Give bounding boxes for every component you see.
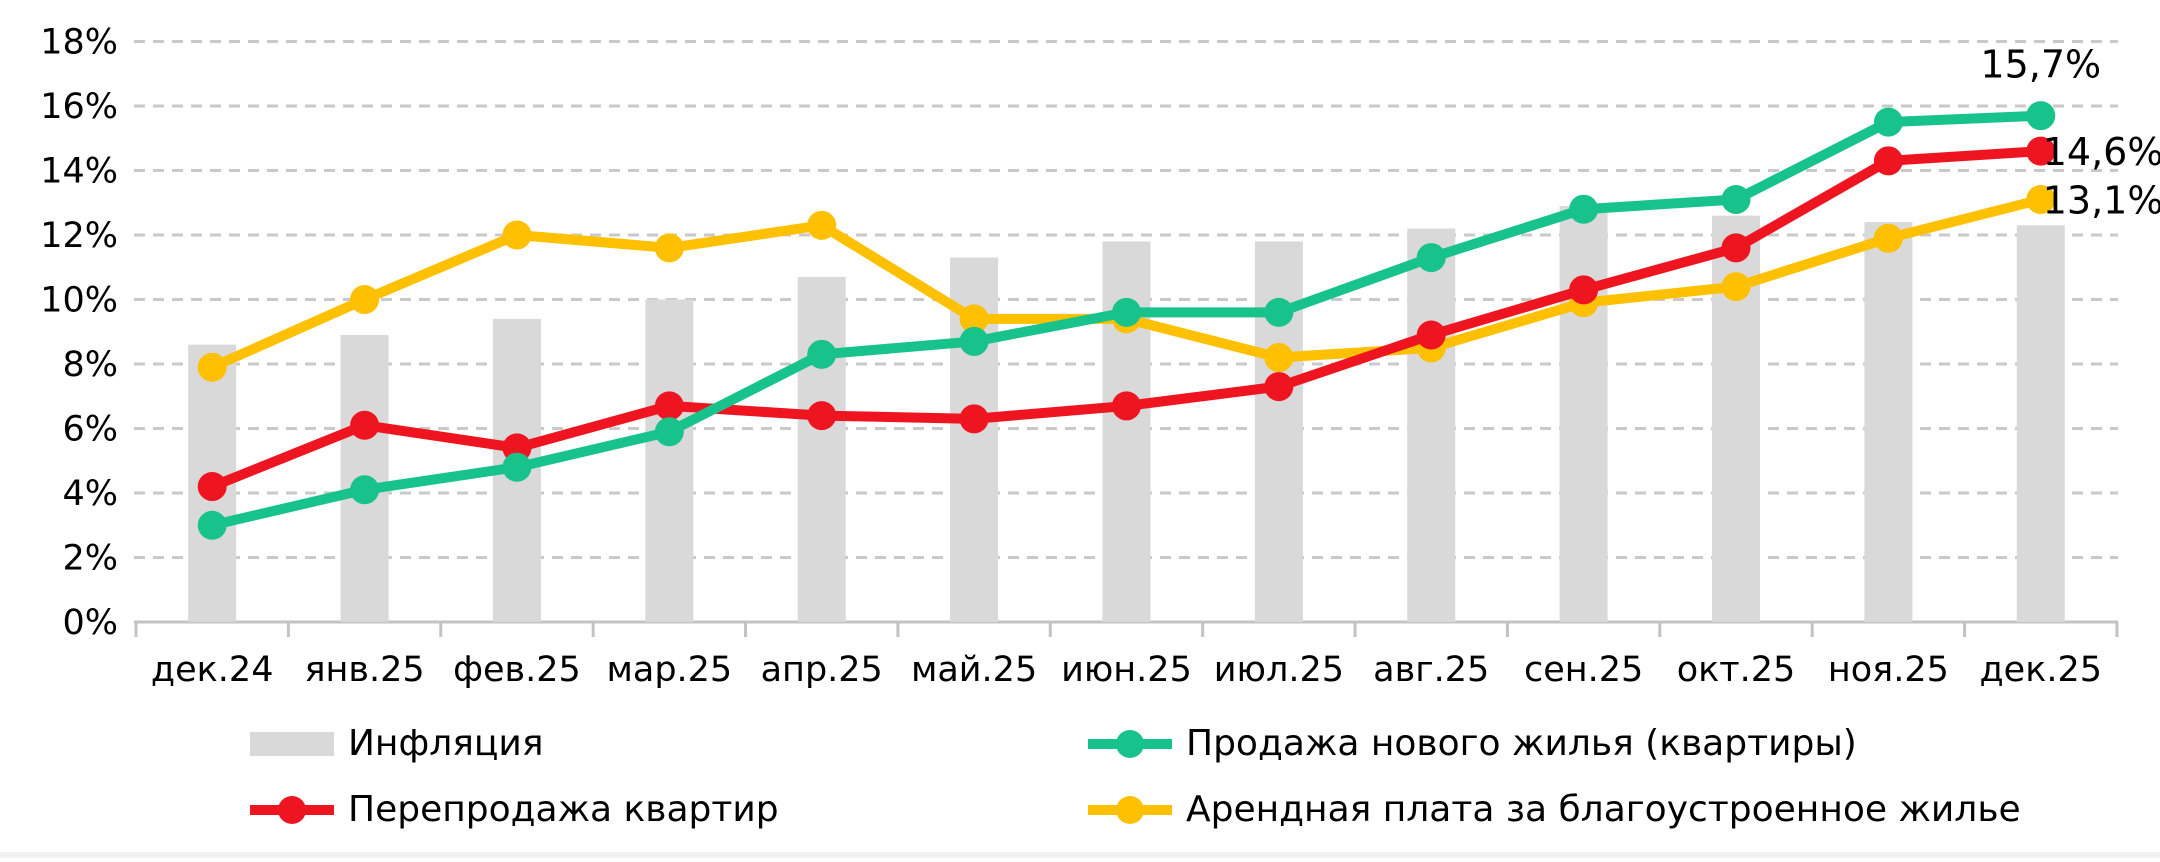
x-tick-label: сен.25 [1524,650,1643,690]
x-axis-labels: дек.24 янв.25 фев.25 мар.25 апр.25 май.25 июн.… [151,650,2102,690]
x-tick-label: июл.25 [1214,650,1344,690]
point-rent [197,352,227,382]
point-rent [959,304,989,334]
legend-bar-swatch-icon [250,728,338,760]
legend-line-swatch-icon [1088,794,1176,826]
point-new-housing [1721,185,1751,215]
line-dot-swatch-shape [1088,796,1172,824]
x-axis-ticks [134,622,2119,637]
point-rent [807,210,837,240]
y-tick-label: 8% [62,345,118,385]
point-new-housing [1873,107,1903,137]
point-resale [2026,136,2056,166]
legend-item-inflation: Инфляция [250,722,543,766]
x-tick-label: окт.25 [1677,650,1796,690]
legend-label-rent: Арендная плата за благоустроенное жилье [1186,789,2021,830]
point-new-housing [2026,101,2056,131]
point-new-housing [1111,297,1141,327]
y-tick-label: 16% [40,87,118,127]
x-tick-label: июн.25 [1061,650,1192,690]
bar-inflation [1864,222,1913,622]
x-tick-label: апр.25 [761,650,883,690]
legend-line-swatch-icon [250,794,338,826]
x-tick-label: фев.25 [453,650,581,690]
point-resale [1416,320,1446,350]
legend-item-resale: Перепродажа квартир [250,788,779,832]
point-new-housing [1264,297,1294,327]
x-tick-label: янв.25 [304,650,424,690]
point-new-housing [350,475,380,505]
line-dot-swatch-shape [1088,730,1172,758]
point-rent [502,220,532,250]
point-new-housing [959,326,989,356]
point-resale [1721,233,1751,263]
legend-item-new-housing: Продажа нового жилья (квартиры) [1088,722,1857,766]
series-line-resale [197,136,2056,502]
point-new-housing [654,417,684,447]
y-axis-labels: 0% 2% 4% 6% 8% 10% 12% 14% 16% 18% [40,23,118,644]
bar-inflation [2016,225,2065,622]
series-line-new-housing [197,101,2056,540]
bar-swatch-shape [250,732,334,756]
point-new-housing [502,452,532,482]
data-label-resale: 14,6% [2043,130,2160,174]
point-new-housing [807,339,837,369]
point-resale [807,401,837,431]
x-tick-label: дек.24 [151,650,274,690]
bar-inflation [1559,205,1608,622]
data-label-rent: 13,1% [2043,179,2160,223]
legend-label-resale: Перепродажа квартир [348,789,779,830]
x-tick-label: ноя.25 [1828,650,1949,690]
point-rent [2026,185,2056,215]
point-resale [959,404,989,434]
data-label-new-housing: 15,7% [1980,43,2101,87]
x-tick-label: дек.25 [1979,650,2102,690]
legend-item-rent: Арендная плата за благоустроенное жилье [1088,788,2021,832]
point-new-housing [1569,194,1599,224]
bottom-edge-strip [0,852,2160,858]
y-tick-label: 2% [62,539,118,579]
line-dot-swatch-shape [250,796,334,824]
point-rent [1873,223,1903,253]
x-tick-label: май.25 [911,650,1037,690]
point-rent [1721,272,1751,302]
point-resale [197,472,227,502]
point-rent [1264,343,1294,373]
point-resale [1873,146,1903,176]
bar-inflation [645,299,694,622]
x-tick-label: мар.25 [606,650,732,690]
point-resale [350,410,380,440]
point-rent [350,285,380,314]
y-tick-label: 12% [40,216,118,256]
y-tick-label: 0% [62,603,118,643]
y-tick-label: 4% [62,474,118,514]
y-tick-label: 18% [40,23,118,63]
point-resale [1264,372,1294,402]
y-tick-label: 10% [40,281,118,321]
point-resale [1111,391,1141,421]
legend-line-swatch-icon [1088,728,1176,760]
point-new-housing [197,510,227,540]
x-tick-label: авг.25 [1373,650,1489,690]
y-tick-label: 6% [62,410,118,450]
point-new-housing [1416,243,1446,273]
end-data-labels: 15,7% 14,6% 13,1% [1980,43,2160,223]
bar-inflation [1407,228,1456,623]
point-rent [654,233,684,263]
bar-inflation [797,276,846,622]
point-resale [1569,275,1599,305]
y-tick-label: 14% [40,152,118,192]
legend-label-inflation: Инфляция [348,723,544,764]
legend-label-new-housing: Продажа нового жилья (квартиры) [1186,723,1857,764]
point-resale [654,391,684,421]
